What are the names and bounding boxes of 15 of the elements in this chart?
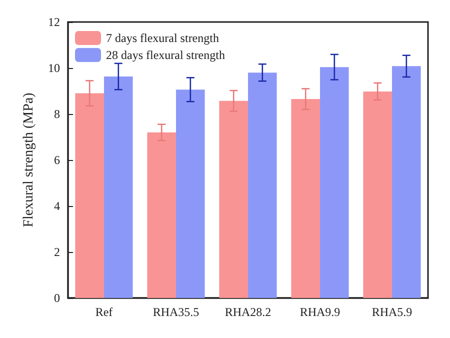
y-tick-label: 4: [54, 199, 60, 213]
legend-label: 28 days flexural strength: [106, 48, 225, 62]
x-tick-label: RHA5.9: [372, 305, 412, 319]
y-tick-label: 6: [54, 153, 60, 167]
y-tick-label: 0: [54, 291, 60, 305]
y-tick-label: 2: [54, 245, 60, 259]
legend-label: 7 days flexural strength: [106, 31, 219, 45]
x-tick-label: RHA28.2: [224, 305, 272, 319]
y-tick-label: 10: [48, 61, 60, 75]
x-tick-label: Ref: [95, 305, 113, 319]
x-tick-label: RHA9.9: [300, 305, 340, 319]
y-axis-title: Flexural strength (MPa): [22, 92, 36, 228]
y-tick-label: 8: [54, 107, 60, 121]
x-tick-label: RHA35.5: [152, 305, 200, 319]
y-tick-label: 12: [48, 15, 60, 29]
